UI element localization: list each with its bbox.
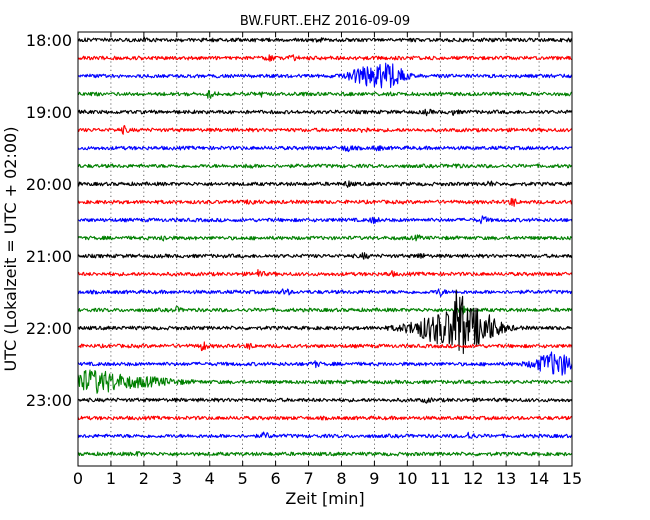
x-tick-label: 6 <box>271 469 281 488</box>
seismogram-trace <box>77 124 573 135</box>
x-tick-label: 10 <box>397 469 417 488</box>
y-axis-ticks: 18:00 19:00 20:00 21:00 22:00 23:00 <box>26 31 572 410</box>
seismogram-trace <box>77 54 573 62</box>
x-tick-label: 0 <box>73 469 83 488</box>
y-tick-label: 18:00 <box>26 31 72 50</box>
x-axis-label: Zeit [min] <box>285 489 364 508</box>
x-tick-label: 15 <box>562 469 582 488</box>
x-tick-label: 3 <box>172 469 182 488</box>
y-tick-label: 19:00 <box>26 103 72 122</box>
x-tick-label: 8 <box>336 469 346 488</box>
seismogram-trace <box>77 351 573 376</box>
chart-title: BW.FURT..EHZ 2016-09-09 <box>240 14 410 29</box>
y-axis-label: UTC (Lokalzeit = UTC + 02:00) <box>1 127 20 372</box>
plot-frame <box>77 31 573 467</box>
seismogram-trace <box>77 108 573 117</box>
seismogram-trace <box>77 431 573 439</box>
seismogram-trace <box>77 215 573 225</box>
y-tick-label: 22:00 <box>26 319 72 338</box>
x-tick-label: 12 <box>463 469 483 488</box>
y-tick-label: 20:00 <box>26 175 72 194</box>
x-tick-label: 4 <box>205 469 215 488</box>
y-tick-label: 21:00 <box>26 247 72 266</box>
trace-group <box>77 36 573 457</box>
seismogram-trace <box>77 36 573 43</box>
seismogram-trace <box>77 288 573 297</box>
seismogram-trace <box>77 197 573 207</box>
vertical-grid <box>110 32 540 466</box>
seismogram-trace <box>77 415 573 421</box>
x-tick-label: 9 <box>369 469 379 488</box>
x-tick-label: 1 <box>106 469 116 488</box>
seismogram-trace <box>77 145 573 153</box>
seismogram-trace <box>77 451 573 457</box>
x-tick-label: 5 <box>238 469 248 488</box>
seismogram-trace <box>77 269 573 278</box>
seismogram-trace <box>77 397 573 404</box>
seismogram-trace <box>77 305 573 315</box>
seismogram-trace <box>77 90 573 99</box>
x-tick-label: 11 <box>430 469 450 488</box>
x-tick-label: 13 <box>496 469 516 488</box>
seismogram-trace <box>77 234 573 242</box>
seismogram-trace <box>77 289 573 355</box>
seismogram-trace <box>77 163 573 169</box>
x-tick-label: 2 <box>139 469 149 488</box>
seismogram-trace <box>77 62 573 89</box>
x-tick-label: 7 <box>303 469 313 488</box>
seismogram-trace <box>77 252 573 260</box>
x-axis-ticks: 0 1 2 3 4 5 6 7 8 9 10 11 12 13 14 15 <box>73 32 582 488</box>
seismogram-trace <box>77 341 573 352</box>
seismogram-trace <box>77 180 573 188</box>
seismogram-trace <box>77 369 573 394</box>
y-tick-label: 23:00 <box>26 391 72 410</box>
x-tick-label: 14 <box>529 469 549 488</box>
